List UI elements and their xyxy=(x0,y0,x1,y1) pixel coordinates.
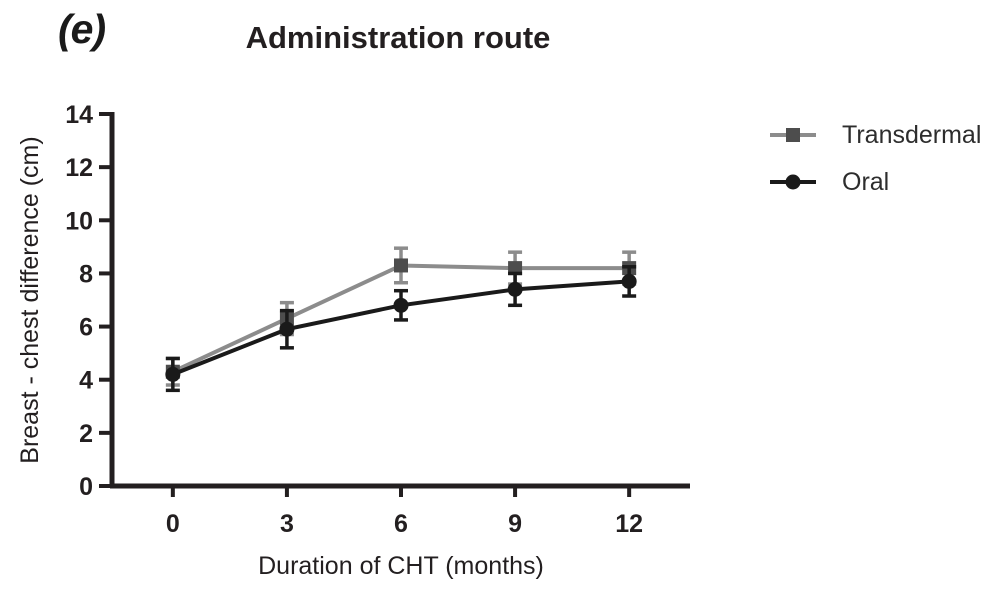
circle-marker-icon xyxy=(393,297,409,313)
y-tick-label: 12 xyxy=(65,154,93,182)
y-tick-label: 14 xyxy=(65,101,93,129)
legend-label-oral: Oral xyxy=(842,167,890,196)
transdermal-square-marker-icon xyxy=(770,120,816,150)
circle-marker-icon xyxy=(279,321,295,337)
y-tick-label: 10 xyxy=(65,207,93,235)
y-tick-label: 0 xyxy=(79,473,93,501)
x-tick-label: 3 xyxy=(280,510,294,538)
x-tick-label: 9 xyxy=(508,510,522,538)
circle-marker-icon xyxy=(507,281,523,297)
circle-marker-icon xyxy=(621,273,637,289)
oral-circle-marker-icon xyxy=(770,167,816,197)
y-tick-label: 8 xyxy=(79,260,93,288)
x-tick-label: 12 xyxy=(615,510,643,538)
square-marker-icon xyxy=(786,128,800,142)
y-tick-label: 6 xyxy=(79,314,93,342)
y-axis-label: Breast - chest difference (cm) xyxy=(16,136,44,463)
legend-label-transdermal: Transdermal xyxy=(842,120,982,149)
legend-item-transdermal: Transdermal xyxy=(770,120,981,150)
x-tick-label: 0 xyxy=(166,510,180,538)
circle-marker-icon xyxy=(785,174,801,190)
circle-marker-icon xyxy=(165,366,181,382)
chart-title: Administration route xyxy=(245,20,551,55)
x-tick-label: 6 xyxy=(394,510,408,538)
legend-item-oral: Oral xyxy=(770,167,981,197)
y-tick-label: 4 xyxy=(79,367,93,395)
x-axis-label: Duration of CHT (months) xyxy=(258,552,544,580)
panel-label: (e) xyxy=(58,6,106,52)
square-marker-icon xyxy=(394,258,408,273)
y-tick-label: 2 xyxy=(79,420,93,448)
legend: Transdermal Oral xyxy=(770,120,981,214)
square-marker-icon xyxy=(508,261,523,276)
